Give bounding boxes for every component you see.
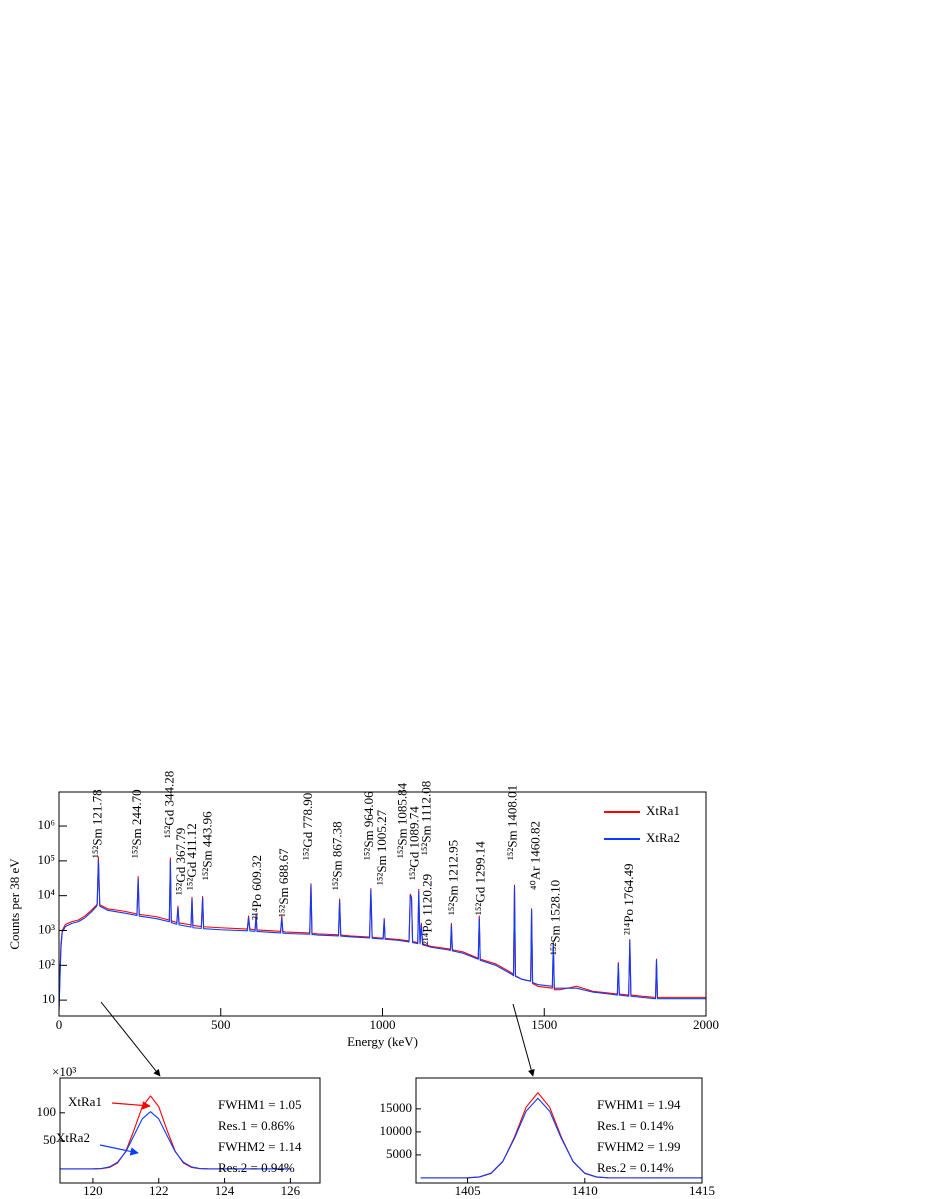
x-tick-label: 126 (281, 1183, 301, 1198)
inset-note: Res.1 = 0.14% (597, 1118, 674, 1133)
y-tick-label: 15000 (380, 1100, 413, 1115)
peak-label: ¹⁵²Sm 1408.01 (504, 785, 519, 860)
y-multiplier: ×10³ (52, 1064, 76, 1079)
peak-label: ¹⁵²Sm 1212.95 (445, 840, 460, 915)
y-tick-label: 10⁶ (37, 817, 55, 832)
peak-label: ¹⁵²Sm 1085.84 (394, 782, 409, 858)
peak-label: ¹⁵²Gd 344.28 (161, 771, 176, 838)
zoom-arrow (100, 1001, 161, 1077)
inset-note: FWHM1 = 1.05 (218, 1097, 302, 1112)
zoom-arrow (512, 1003, 535, 1077)
legend-label: XtRa2 (646, 830, 680, 845)
y-tick-label: 10 (42, 991, 55, 1006)
peak-label: ⁴⁰Ar 1460.82 (528, 821, 543, 890)
peak-label: ¹⁵²Gd 1089.74 (407, 806, 422, 880)
peak-label: ¹⁵²Sm 443.96 (200, 811, 215, 880)
inset-note: FWHM1 = 1.94 (597, 1097, 681, 1112)
inset-note: FWHM2 = 1.99 (597, 1139, 681, 1154)
inset-note: XtRa2 (56, 1130, 90, 1145)
label-arrow (99, 1144, 139, 1156)
peak-label: ¹⁵²Sm 121.78 (89, 789, 104, 858)
plot-frame (59, 1077, 321, 1184)
inset-note: Res.2 = 0.14% (597, 1160, 674, 1175)
peak-label: ¹⁵²Gd 411.12 (184, 823, 199, 890)
y-tick-label: 100 (37, 1104, 57, 1119)
peak-label: ¹⁵²Gd 367.79 (173, 828, 188, 895)
x-tick-label: 1410 (572, 1183, 598, 1198)
series-line (420, 1097, 702, 1179)
y-tick-label: 10³ (38, 921, 55, 936)
inset-note: XtRa1 (68, 1094, 102, 1109)
x-axis-label: Energy (keV) (347, 1034, 418, 1049)
plot (420, 1092, 702, 1179)
peak-label: ¹⁵²Sm 244.70 (129, 789, 144, 858)
y-tick-label: 10⁵ (37, 852, 55, 867)
x-tick-label: 1000 (370, 1017, 396, 1032)
x-tick-label: 500 (211, 1017, 231, 1032)
peak-label: ¹⁵²Sm 688.67 (276, 848, 291, 917)
inset-note: Res.1 = 0.86% (218, 1118, 295, 1133)
x-tick-label: 1500 (531, 1017, 557, 1032)
x-tick-label: 0 (56, 1017, 63, 1032)
peak-label: ¹⁵²Sm 964.06 (361, 791, 376, 860)
y-tick-label: 10⁴ (37, 887, 55, 902)
inset-note: Res.2 = 0.94% (218, 1160, 295, 1175)
y-tick-label: 50 (43, 1132, 56, 1147)
y-tick-label: 10² (38, 956, 55, 971)
plot (59, 856, 706, 1011)
x-tick-label: 2000 (693, 1017, 719, 1032)
x-tick-label: 120 (83, 1183, 103, 1198)
legend-label: XtRa1 (646, 803, 680, 818)
x-tick-label: 1405 (455, 1183, 481, 1198)
peak-label: ¹⁵²Sm 1112.08 (419, 781, 434, 855)
y-tick-label: 5000 (386, 1146, 412, 1161)
peak-label: ¹⁵²Gd 1299.14 (472, 841, 487, 915)
x-tick-label: 122 (149, 1183, 169, 1198)
inset-note: FWHM2 = 1.14 (218, 1139, 302, 1154)
series-line (59, 859, 706, 1011)
peak-label: ²¹⁴Po 609.32 (249, 855, 264, 920)
y-axis-label: Counts per 38 eV (7, 858, 22, 950)
plot-frame (415, 1077, 703, 1184)
x-tick-label: 1415 (689, 1183, 715, 1198)
series-line (60, 1111, 291, 1170)
y-tick-label: 10000 (380, 1123, 413, 1138)
peak-label: ¹⁵²Sm 867.38 (330, 821, 345, 890)
plot (60, 1095, 291, 1170)
peak-label: ²¹⁴Po 1764.49 (621, 863, 636, 935)
peak-label: ¹⁵²Sm 1005.27 (374, 809, 389, 885)
peak-label: ¹⁵²Sm 1528.10 (547, 880, 562, 955)
peak-label: ¹⁵²Gd 778.90 (300, 793, 315, 860)
peak-label: ²¹⁴Po 1120.29 (419, 874, 434, 945)
x-tick-label: 124 (215, 1183, 235, 1198)
